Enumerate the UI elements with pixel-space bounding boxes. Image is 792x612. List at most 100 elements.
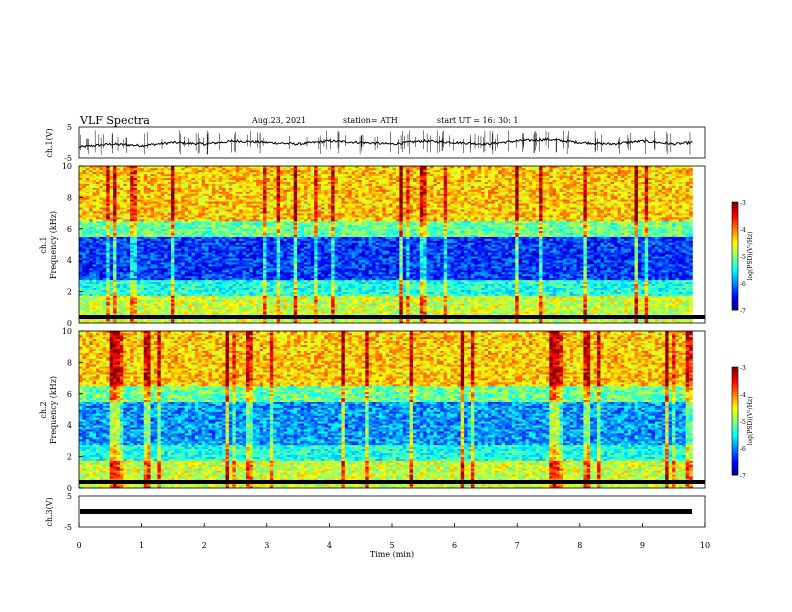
spectrogram-cell: [209, 252, 213, 254]
spectrogram-cell: [198, 280, 202, 282]
spectrogram-cell: [243, 227, 247, 229]
spectrogram-cell: [86, 207, 90, 209]
spectrogram-cell: [116, 213, 120, 215]
spectrogram-cell: [161, 245, 165, 247]
spectrogram-cell: [263, 270, 267, 272]
spectrogram-cell: [273, 229, 277, 231]
spectrogram-cell: [181, 213, 185, 215]
spectrogram-cell: [127, 243, 131, 245]
spectrogram-cell: [164, 221, 168, 223]
spectrogram-cell: [147, 250, 151, 252]
spectrogram-cell: [157, 297, 161, 299]
spectrogram-cell: [106, 252, 110, 254]
spectrogram-cell: [103, 288, 107, 290]
spectrogram-cell: [195, 284, 199, 286]
spectrogram-cell: [147, 225, 151, 227]
spectrogram-cell: [239, 180, 243, 182]
spectrogram-cell: [273, 284, 277, 286]
spectrogram-cell: [157, 219, 161, 221]
spectrogram-cell: [154, 280, 158, 282]
spectrogram-cell: [266, 266, 270, 268]
spectrogram-cell: [256, 243, 260, 245]
spectrogram-cell: [116, 182, 120, 184]
spectrogram-cell: [263, 172, 267, 174]
spectrogram-cell: [243, 199, 247, 201]
spectrogram-cell: [273, 213, 277, 215]
spectrogram-cell: [236, 245, 240, 247]
spectrogram-cell: [93, 280, 97, 282]
spectrogram-cell: [164, 223, 168, 225]
spectrogram-cell: [147, 197, 151, 199]
spectrogram-cell: [236, 239, 240, 241]
spectrogram-cell: [123, 235, 127, 237]
spectrogram-cell: [236, 294, 240, 296]
spectrogram-cell: [222, 170, 226, 172]
spectrogram-cell: [144, 296, 148, 298]
spectrogram-cell: [154, 197, 158, 199]
spectrogram-cell: [236, 296, 240, 298]
spectrogram-cell: [151, 211, 155, 213]
spectrogram-cell: [277, 215, 281, 217]
spectrogram-cell: [147, 213, 151, 215]
spectrogram-cell: [209, 197, 213, 199]
spectrogram-cell: [127, 266, 131, 268]
spectrogram-cell: [232, 270, 236, 272]
spectrogram-cell: [212, 207, 216, 209]
spectrogram-cell: [82, 262, 86, 264]
spectrogram-cell: [256, 274, 260, 276]
spectrogram-cell: [212, 180, 216, 182]
spectrogram-cell: [147, 235, 151, 237]
spectrogram-cell: [222, 217, 226, 219]
spectrogram-cell: [99, 209, 103, 211]
spectrogram-cell: [219, 297, 223, 299]
spectrogram-cell: [277, 256, 281, 258]
spectrogram-cell: [222, 282, 226, 284]
spectrogram-cell: [222, 215, 226, 217]
spectrogram-cell: [171, 213, 175, 215]
spectrogram-cell: [147, 305, 151, 307]
spectrogram-cell: [215, 258, 219, 260]
spectrogram-cell: [202, 260, 206, 262]
spectrogram-cell: [226, 201, 230, 203]
spectrogram-cell: [116, 227, 120, 229]
spectrogram-cell: [157, 248, 161, 250]
spectrogram-cell: [144, 264, 148, 266]
spectrogram-cell: [249, 239, 253, 241]
spectrogram-cell: [120, 223, 124, 225]
spectrogram-cell: [106, 168, 110, 170]
spectrogram-cell: [144, 260, 148, 262]
spectrogram-cell: [253, 301, 257, 303]
spectrogram-cell: [171, 264, 175, 266]
spectrogram-cell: [168, 307, 172, 309]
spectrogram-cell: [232, 290, 236, 292]
spectrogram-cell: [134, 309, 138, 311]
spectrogram-cell: [249, 209, 253, 211]
spectrogram-cell: [226, 227, 230, 229]
spectrogram-cell: [249, 284, 253, 286]
spectrogram-cell: [185, 250, 189, 252]
spectrogram-cell: [212, 227, 216, 229]
spectrogram-cell: [140, 268, 144, 270]
spectrogram-cell: [181, 288, 185, 290]
spectrogram-cell: [154, 192, 158, 194]
spectrogram-cell: [280, 260, 284, 262]
spectrogram-cell: [103, 205, 107, 207]
spectrogram-cell: [116, 176, 120, 178]
spectrogram-cell: [198, 254, 202, 256]
spectrogram-cell: [86, 229, 90, 231]
spectrogram-cell: [123, 294, 127, 296]
spectrogram-cell: [253, 241, 257, 243]
spectrogram-cell: [212, 262, 216, 264]
spectrogram-cell: [151, 195, 155, 197]
spectrogram-cell: [205, 268, 209, 270]
spectrogram-cell: [154, 284, 158, 286]
spectrogram-cell: [253, 199, 257, 201]
spectrogram-cell: [256, 223, 260, 225]
spectrogram-cell: [246, 205, 250, 207]
spectrogram-cell: [205, 186, 209, 188]
spectrogram-cell: [249, 221, 253, 223]
spectrogram-cell: [79, 209, 83, 211]
spectrogram-cell: [130, 264, 134, 266]
spectrogram-cell: [144, 319, 148, 321]
spectrogram-cell: [260, 272, 264, 274]
